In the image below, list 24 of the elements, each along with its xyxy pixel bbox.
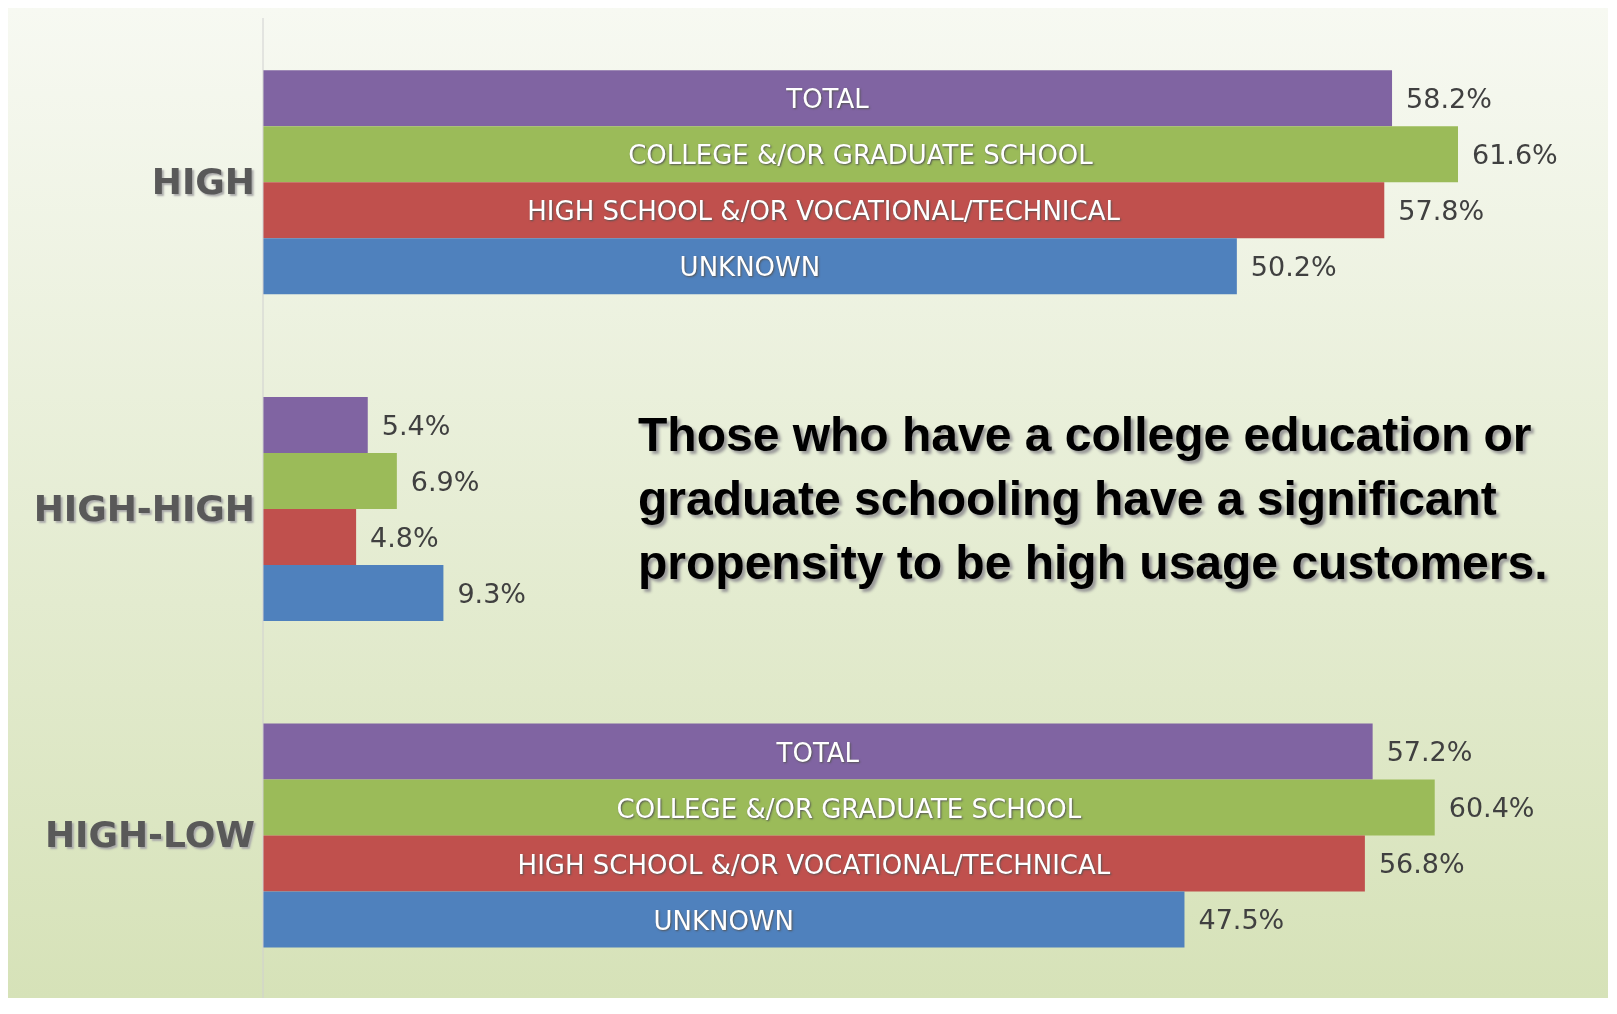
series-label: COLLEGE &/OR GRADUATE SCHOOL [628,140,1094,171]
data-label: 61.6% [1472,138,1558,170]
series-label: HIGH SCHOOL &/OR VOCATIONAL/TECHNICAL [527,196,1121,227]
text: UNKNOWN [653,905,795,936]
data-label: 50.2% [1250,250,1337,282]
text: TOTAL [776,737,860,768]
series-label: TOTAL [785,84,870,115]
data-label: 9.3% [457,577,527,609]
data-label: 47.5% [1198,904,1285,936]
data-label: 58.2% [1406,82,1492,114]
series-label: UNKNOWN [679,252,821,283]
data-label: 6.9% [410,465,480,497]
y-tick-label: HIGH [151,161,255,203]
text: HIGH SCHOOL &/OR VOCATIONAL/TECHNICAL [517,849,1111,880]
text: COLLEGE &/OR GRADUATE SCHOOL [616,793,1082,824]
data-label: 4.8% [370,521,439,553]
data-label: 56.8% [1378,848,1465,880]
annotation: Those who have a college education or graduate schooling have a significant propensity to be high usage customers. [638,407,1549,591]
data-label: 5.4% [381,409,451,441]
y-tick-label: HIGH-HIGH [33,487,255,529]
data-label: 60.4% [1448,792,1535,824]
data-label: 57.8% [1398,194,1485,226]
data-label: 57.2% [1386,736,1473,768]
y-tick-label: HIGH-LOW [44,814,255,856]
